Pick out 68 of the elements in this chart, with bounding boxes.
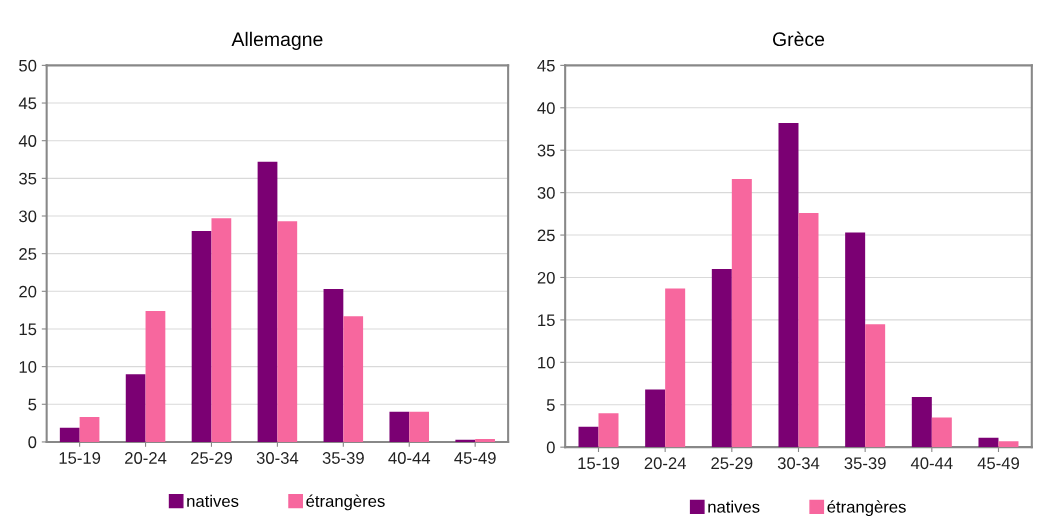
bar <box>79 417 100 442</box>
bar <box>711 269 732 448</box>
y-tick-label: 35 <box>19 172 37 185</box>
x-tick-label: 15-19 <box>59 452 101 464</box>
bar <box>475 438 495 442</box>
y-tick-label: 20 <box>537 271 555 284</box>
x-tick-label: 40-44 <box>910 457 953 470</box>
bar <box>409 411 430 442</box>
y-tick-label: 5 <box>28 398 37 411</box>
bar <box>998 441 1019 448</box>
bar <box>978 437 999 448</box>
bar <box>277 221 298 442</box>
y-tick-label: 10 <box>538 356 555 369</box>
y-tick-label: 5 <box>546 399 555 411</box>
bar <box>598 413 619 448</box>
y-tick-label: 40 <box>18 135 37 147</box>
bar <box>257 161 278 442</box>
y-tick-label: 45 <box>537 59 555 72</box>
x-tick-label: 25-29 <box>191 452 232 464</box>
y-tick-label: 20 <box>19 285 37 298</box>
y-tick-label: 25 <box>537 229 555 242</box>
bar <box>578 426 599 448</box>
bar <box>191 231 212 442</box>
x-tick-label: 20-24 <box>125 452 167 464</box>
bar <box>59 427 80 442</box>
x-tick-label: 30-34 <box>777 457 820 470</box>
bar <box>865 324 886 448</box>
x-tick-label: 35-39 <box>844 457 886 470</box>
bar <box>731 179 752 448</box>
y-tick-label: 50 <box>19 59 37 72</box>
y-tick-label: 0 <box>28 436 37 449</box>
bar <box>125 374 146 442</box>
y-tick-label: 15 <box>19 323 37 336</box>
y-tick-label: 25 <box>19 248 37 260</box>
legend-label: étrangères <box>306 494 385 511</box>
y-tick-label: 0 <box>546 441 555 454</box>
bar <box>665 288 686 448</box>
legend-label: natives <box>708 500 760 513</box>
x-tick-label: 25-29 <box>711 457 753 470</box>
x-tick-label: 35-39 <box>322 452 364 464</box>
y-tick-label: 10 <box>19 361 37 373</box>
bar <box>323 289 344 442</box>
bar <box>778 123 799 448</box>
chart-title: Grèce <box>772 31 825 47</box>
y-tick-label: 30 <box>19 210 37 223</box>
x-tick-label: 45-49 <box>977 457 1020 470</box>
bar <box>211 218 232 442</box>
y-tick-label: 40 <box>537 102 555 114</box>
x-tick-label: 45-49 <box>454 452 496 464</box>
x-tick-label: 30-34 <box>256 452 299 464</box>
chart-title: Allemagne <box>231 31 323 50</box>
x-tick-label: 40-44 <box>388 452 431 464</box>
legend-label: étrangères <box>827 500 906 517</box>
bar <box>911 397 932 448</box>
y-tick-label: 35 <box>537 144 555 157</box>
x-tick-label: 15-19 <box>578 457 620 470</box>
bar <box>145 310 166 442</box>
bar <box>845 232 866 448</box>
bar <box>389 411 410 442</box>
y-tick-label: 15 <box>538 314 555 327</box>
legend-label: natives <box>187 494 239 508</box>
bar <box>645 389 666 448</box>
x-tick-label: 20-24 <box>644 457 686 470</box>
bar <box>931 417 952 448</box>
y-tick-label: 45 <box>18 97 37 110</box>
bar <box>343 316 364 442</box>
y-tick-label: 30 <box>537 187 555 199</box>
bar <box>798 213 819 448</box>
